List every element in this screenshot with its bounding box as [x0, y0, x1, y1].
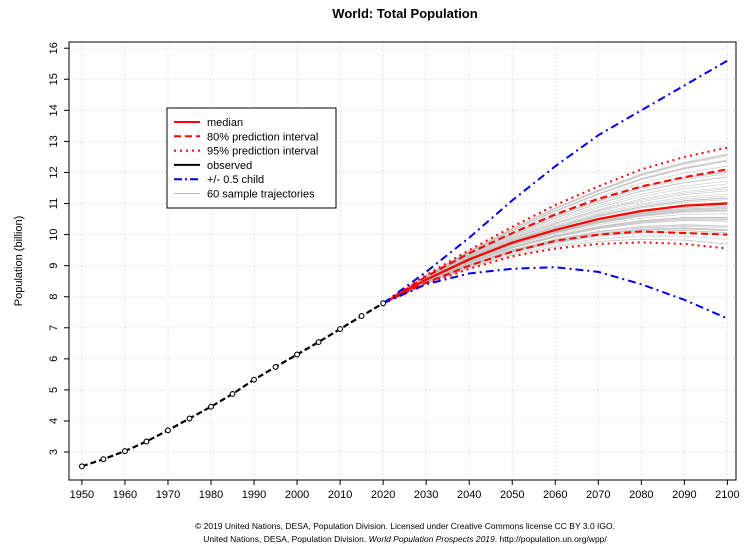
x-tick-label: 1960: [113, 489, 137, 501]
credit-line-1: © 2019 United Nations, DESA, Population …: [195, 521, 615, 531]
observed-point: [294, 351, 301, 358]
observed-point: [208, 403, 214, 410]
legend-label: +/- 0.5 child: [207, 174, 264, 186]
observed-point: [315, 339, 322, 346]
x-tick-label: 2090: [672, 489, 696, 501]
y-tick-label: 8: [48, 294, 60, 300]
sample-trajectory: [382, 206, 728, 304]
sample-trajectory: [382, 224, 728, 304]
x-tick-label: 2020: [371, 489, 395, 501]
y-tick-label: 7: [48, 325, 60, 331]
observed-point: [251, 376, 257, 383]
x-tick-label: 1990: [242, 489, 266, 501]
x-tick-label: 1980: [199, 489, 223, 501]
sample-trajectory: [382, 235, 728, 304]
pi95-lower-line: [382, 241, 728, 305]
legend-label: median: [207, 117, 243, 129]
observed-point: [229, 391, 236, 397]
credit-line-2-pre: United Nations, DESA, Population Divisio…: [203, 534, 368, 544]
observed-point: [143, 438, 150, 445]
x-tick-label: 2030: [414, 489, 438, 501]
sample-trajectories: [382, 153, 728, 304]
credit-line-2-url: . http://population.un.org/wpp/: [495, 534, 608, 544]
observed-point: [78, 463, 85, 470]
sample-trajectory: [382, 225, 728, 304]
observed-point: [358, 313, 365, 319]
y-axis-ticks: 3 4 5 6 7 8 9 10 11 12 13 14 15 16: [48, 42, 69, 455]
x-tick-label: 2080: [629, 489, 653, 501]
sample-trajectory: [382, 231, 728, 304]
median-line: [382, 202, 728, 305]
x-tick-label: 2100: [715, 489, 739, 501]
y-tick-label: 13: [48, 135, 60, 147]
legend-label: observed: [207, 160, 252, 172]
sample-trajectory: [382, 171, 728, 304]
sample-trajectory: [382, 218, 728, 304]
observed-point: [165, 427, 171, 434]
y-tick-label: 4: [48, 418, 60, 424]
sample-trajectory: [382, 201, 728, 304]
observed-point: [272, 363, 279, 370]
legend-label: 80% prediction interval: [207, 131, 318, 143]
y-tick-label: 12: [48, 166, 60, 178]
sample-trajectory: [382, 238, 728, 304]
x-tick-label: 2060: [543, 489, 567, 501]
x-tick-label: 2040: [457, 489, 481, 501]
legend-label: 60 sample trajectories: [207, 189, 315, 201]
y-tick-label: 11: [48, 198, 60, 209]
y-tick-label: 6: [48, 356, 60, 362]
observed-point: [380, 300, 387, 307]
y-tick-label: 9: [48, 263, 60, 269]
x-axis-ticks: 1950 1960 1970 1980 1990 2000 2010 2020 2030 2040…: [70, 480, 740, 501]
y-tick-label: 5: [48, 387, 60, 393]
y-tick-label: 15: [48, 73, 60, 85]
y-tick-label: 14: [48, 104, 60, 116]
observed-point: [100, 456, 107, 463]
x-tick-label: 1950: [70, 489, 94, 501]
sample-trajectory: [382, 227, 728, 304]
observed-point: [337, 326, 344, 332]
plot-frame: [68, 41, 737, 481]
child-lower-line: [382, 266, 728, 320]
y-tick-label: 3: [48, 449, 60, 455]
credit-line-2-title: World Population Prospects 2019: [369, 534, 495, 544]
y-tick-label: 16: [48, 42, 60, 54]
x-tick-label: 2070: [586, 489, 610, 501]
y-tick-label: 10: [48, 228, 60, 240]
y-axis-label: Population (billion): [13, 216, 25, 307]
sample-trajectory: [382, 183, 728, 304]
observed-points: [78, 300, 387, 470]
legend-box: [166, 107, 337, 209]
x-tick-label: 2000: [285, 489, 309, 501]
observed-point: [186, 415, 193, 422]
pi80-lower-line: [382, 230, 728, 305]
observed-point: [121, 448, 128, 455]
child-upper-line: [382, 59, 728, 305]
legend-label: 95% prediction interval: [207, 146, 318, 158]
x-tick-label: 1970: [156, 489, 180, 501]
x-tick-label: 2010: [328, 489, 352, 501]
pi95-upper-line: [382, 146, 728, 305]
credit-line-2: United Nations, DESA, Population Divisio…: [203, 534, 607, 544]
x-tick-label: 2050: [500, 489, 524, 501]
legend: median 80% prediction interval 95% predict…: [166, 107, 337, 209]
chart-title: World: Total Population: [332, 6, 477, 21]
sample-trajectory: [382, 206, 728, 304]
pi80-upper-line: [382, 168, 728, 305]
